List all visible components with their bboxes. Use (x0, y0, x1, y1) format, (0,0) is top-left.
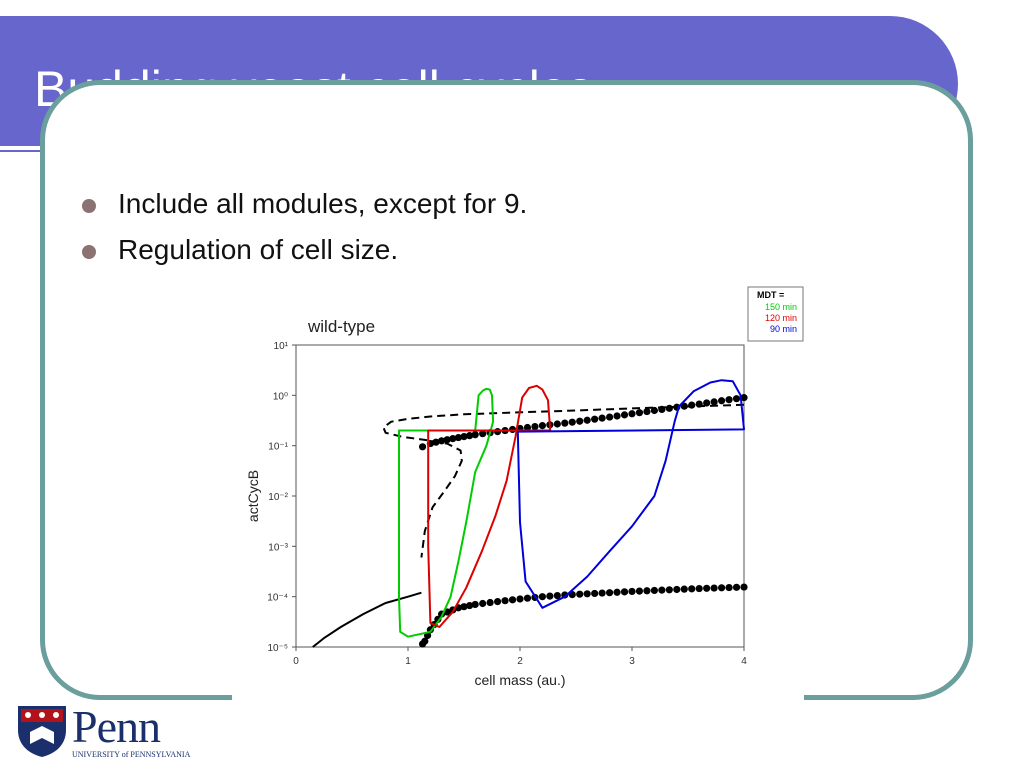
y-tick-label: 10⁻⁴ (267, 593, 288, 604)
stable-branch-dot (740, 583, 747, 590)
legend-entry: 150 min (765, 302, 797, 312)
legend-title: MDT = (757, 290, 784, 300)
y-tick-label: 10⁰ (273, 391, 288, 402)
logo-wordmark: Penn (72, 700, 160, 753)
stable-branch-dot (628, 588, 635, 595)
stable-branch-dot (703, 585, 710, 592)
stable-branch-dot (643, 408, 650, 415)
bullet-item: Include all modules, except for 9. (80, 188, 527, 234)
y-tick-label: 10⁻⁵ (267, 643, 288, 654)
stable-branch-dot (539, 422, 546, 429)
bullet-text: Regulation of cell size. (118, 234, 398, 265)
stable-branch-dot (606, 413, 613, 420)
stable-branch-dot (584, 590, 591, 597)
stable-branch-dot (606, 589, 613, 596)
stable-branch-dot (576, 591, 583, 598)
stable-branch-dot (696, 585, 703, 592)
stable-branch-dot (501, 597, 508, 604)
penn-logo: Penn UNIVERSITY of PENNSYLVANIA (14, 700, 194, 762)
stable-branch-dot (509, 426, 516, 433)
stable-branch-dot (584, 417, 591, 424)
stable-branch-dot (472, 601, 479, 608)
stable-branch-dot (599, 415, 606, 422)
stable-branch-dot (613, 412, 620, 419)
stable-branch-dot (636, 588, 643, 595)
x-tick-label: 2 (517, 656, 523, 667)
stable-branch-dot (479, 600, 486, 607)
stable-branch-dot (539, 593, 546, 600)
stable-branch-dot (419, 443, 426, 450)
x-tick-label: 3 (629, 656, 635, 667)
x-tick-label: 0 (293, 656, 299, 667)
stable-branch-dot (621, 588, 628, 595)
stable-branch-dot (628, 410, 635, 417)
legend-entry: 120 min (765, 313, 797, 323)
stable-branch-dot (591, 590, 598, 597)
stable-branch-dot (666, 586, 673, 593)
bullet-item: Regulation of cell size. (80, 234, 527, 280)
x-axis-label: cell mass (au.) (474, 672, 565, 688)
bullet-dot-icon (82, 199, 96, 213)
stable-branch-dot (733, 584, 740, 591)
legend-entry: 90 min (770, 324, 797, 334)
stable-branch-dot (546, 593, 553, 600)
y-axis-label: actCycB (245, 470, 261, 522)
stable-branch-dot (725, 584, 732, 591)
stable-branch-dot (711, 584, 718, 591)
stable-branch-dot (718, 584, 725, 591)
penn-shield-icon (16, 704, 68, 758)
stable-branch-dot (643, 587, 650, 594)
y-tick-label: 10¹ (274, 341, 289, 352)
stable-branch-dot (733, 395, 740, 402)
stable-branch-dot (718, 397, 725, 404)
stable-branch-dot (636, 409, 643, 416)
stable-branch-dot (472, 431, 479, 438)
bullet-dot-icon (82, 245, 96, 259)
stable-branch-dot (599, 589, 606, 596)
stable-branch-dot (591, 416, 598, 423)
stable-branch-dot (658, 587, 665, 594)
stable-branch-dot (688, 402, 695, 409)
stable-branch-dot (494, 598, 501, 605)
stable-branch-dot (561, 420, 568, 427)
stable-branch-dot (681, 586, 688, 593)
stable-branch-dot (666, 405, 673, 412)
stable-branch-dot (576, 418, 583, 425)
stable-branch-dot (524, 595, 531, 602)
stable-branch-dot (494, 428, 501, 435)
stable-branch-dot (569, 419, 576, 426)
stable-branch-dot (516, 595, 523, 602)
stable-branch-dot (531, 423, 538, 430)
stable-branch-dot (554, 420, 561, 427)
stable-branch-dot (725, 396, 732, 403)
bullet-text: Include all modules, except for 9. (118, 188, 527, 219)
chart-title: wild-type (307, 317, 375, 336)
logo-subtitle: UNIVERSITY of PENNSYLVANIA (72, 750, 190, 759)
chart-container: wild-type 0 1 2 3 4 10⁻⁵ 10⁻⁴ 10⁻³ 10⁻² 10⁻¹ 10⁰ 10¹… (232, 282, 804, 702)
stable-branch-dot (688, 585, 695, 592)
stable-branch-dot (487, 599, 494, 606)
stable-branch-dot (711, 398, 718, 405)
stable-branch-dot (613, 589, 620, 596)
x-tick-label: 1 (405, 656, 411, 667)
stable-branch-dot (621, 411, 628, 418)
bullet-list: Include all modules, except for 9. Regul… (80, 188, 527, 280)
stable-branch-dot (509, 596, 516, 603)
bifurcation-chart: wild-type 0 1 2 3 4 10⁻⁵ 10⁻⁴ 10⁻³ 10⁻² 10⁻¹ 10⁰ 10¹… (232, 282, 804, 702)
stable-branch-dot (651, 587, 658, 594)
y-tick-label: 10⁻³ (268, 542, 288, 553)
y-tick-label: 10⁻² (268, 492, 288, 503)
x-tick-label: 4 (741, 656, 747, 667)
y-tick-label: 10⁻¹ (268, 442, 288, 453)
stable-branch-dot (673, 586, 680, 593)
